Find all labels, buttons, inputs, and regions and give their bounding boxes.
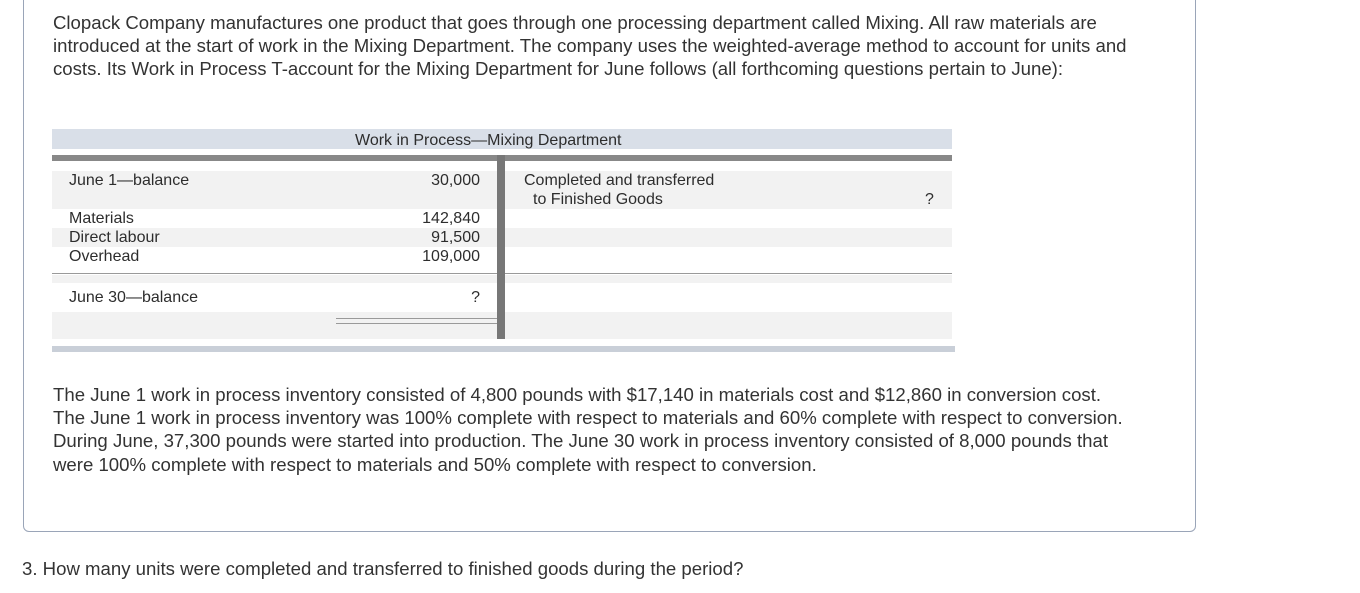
row-shade bbox=[505, 312, 952, 339]
overhead-label: Overhead bbox=[69, 248, 140, 265]
direct-labour-label: Direct labour bbox=[69, 229, 160, 246]
row-shade bbox=[52, 275, 497, 283]
t-account-title: Work in Process—Mixing Department bbox=[355, 132, 622, 149]
opening-balance-label: June 1—balance bbox=[69, 172, 190, 189]
problem-card bbox=[23, 0, 1196, 532]
t-account-title-bar bbox=[52, 129, 952, 149]
materials-value: 142,840 bbox=[422, 210, 480, 227]
row-shade bbox=[52, 228, 497, 247]
double-rule-bottom bbox=[336, 323, 497, 324]
credit-value: ? bbox=[925, 191, 934, 208]
overhead-value: 109,000 bbox=[422, 248, 480, 265]
intro-paragraph: Clopack Company manufactures one product… bbox=[53, 12, 1127, 80]
row-shade bbox=[505, 275, 952, 283]
t-account-center-rule bbox=[497, 155, 505, 339]
row-shade bbox=[52, 171, 497, 209]
row-shade bbox=[505, 228, 952, 247]
row-shade bbox=[52, 312, 497, 339]
closing-balance-value: ? bbox=[471, 289, 480, 306]
materials-label: Materials bbox=[69, 210, 134, 227]
row-shade bbox=[505, 171, 952, 209]
credit-label-line2: to Finished Goods bbox=[533, 191, 663, 208]
question-text: 3. How many units were completed and tra… bbox=[22, 558, 744, 579]
direct-labour-value: 91,500 bbox=[431, 229, 480, 246]
t-account: Work in Process—Mixing Department June 1… bbox=[52, 127, 955, 353]
closing-balance-label: June 30—balance bbox=[69, 289, 198, 306]
t-account-bottom-rule bbox=[52, 346, 955, 352]
double-rule-top bbox=[336, 318, 497, 319]
details-paragraph: The June 1 work in process inventory con… bbox=[53, 384, 1123, 475]
credit-label-line1: Completed and transferred bbox=[524, 172, 715, 189]
opening-balance-value: 30,000 bbox=[431, 172, 480, 189]
